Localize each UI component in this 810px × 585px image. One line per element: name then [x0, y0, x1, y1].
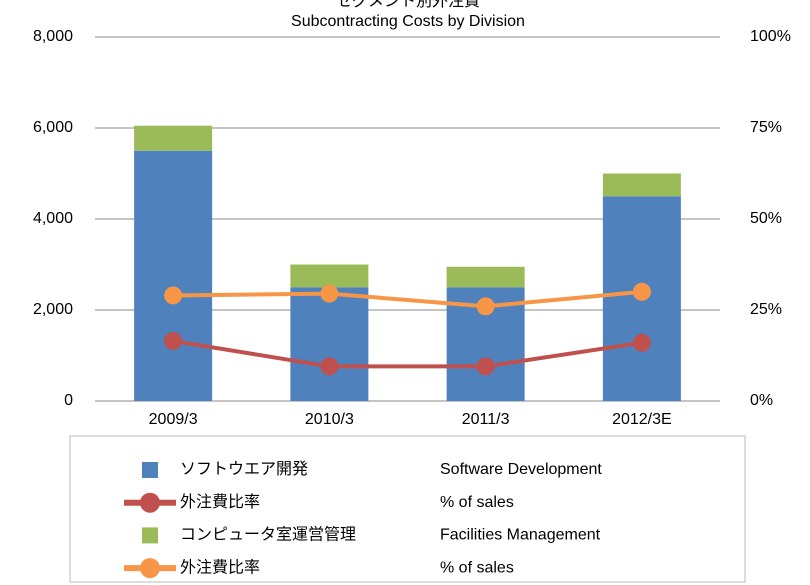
legend-label-en: % of sales [440, 494, 514, 511]
legend-dot [140, 558, 160, 579]
x-tick-label: 2011/3 [462, 411, 510, 428]
line-point [164, 331, 183, 350]
x-tick-label: 2009/3 [149, 411, 198, 428]
legend-label-en: Software Development [440, 461, 602, 478]
legend-swatch [142, 462, 158, 478]
legend-label: 外注費比率 [180, 558, 260, 576]
y-tick-label: 8,000 [33, 28, 73, 45]
y-tick-label: 2,000 [33, 301, 73, 318]
legend-label: コンピュータ室運営管理 [180, 526, 356, 544]
legend-label: ソフトウエア開発 [180, 460, 308, 478]
y-tick-label: 6,000 [33, 119, 73, 136]
y2-tick-label: 25% [750, 301, 782, 318]
line [172, 338, 643, 369]
legend-label: 外注費比率 [180, 493, 260, 511]
x-tick-label: 2010/3 [305, 411, 354, 428]
y2-tick-label: 50% [750, 210, 782, 227]
bar [134, 125, 213, 151]
y2-tick-label: 75% [750, 119, 782, 136]
y-tick-label: 0 [64, 392, 73, 409]
line-point [320, 284, 339, 303]
y-tick-label: 4,000 [33, 210, 73, 227]
line-point [476, 357, 495, 376]
legend-swatch [142, 527, 158, 544]
y2-tick-label: 0% [750, 392, 773, 409]
bar [290, 287, 369, 401]
bar [290, 264, 369, 288]
bar [446, 266, 525, 288]
bar [602, 173, 681, 197]
legend-label-en: Facilities Management [440, 527, 601, 544]
legend-dot [140, 492, 160, 513]
legend-label-en: % of sales [440, 559, 514, 576]
legend-box [69, 435, 746, 583]
x-tick-label: 2012/3E [612, 411, 672, 428]
bar [134, 150, 213, 401]
chart-title: セグメント別外注費 [336, 0, 480, 10]
line-point [320, 357, 339, 376]
line-point [632, 282, 651, 301]
line-point [632, 333, 651, 352]
line-point [164, 286, 183, 305]
y2-tick-label: 100% [750, 28, 791, 45]
line-point [476, 297, 495, 316]
line [173, 289, 643, 309]
chart-subtitle: Subcontracting Costs by Division [291, 13, 525, 30]
